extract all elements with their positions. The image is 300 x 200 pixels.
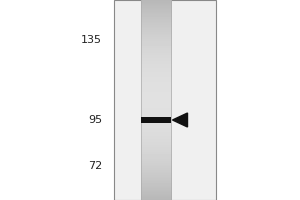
Bar xyxy=(141,117,171,123)
Text: 95: 95 xyxy=(88,115,102,125)
Text: 135: 135 xyxy=(81,35,102,45)
Polygon shape xyxy=(172,113,188,127)
Text: 72: 72 xyxy=(88,161,102,171)
Bar xyxy=(114,0,216,200)
